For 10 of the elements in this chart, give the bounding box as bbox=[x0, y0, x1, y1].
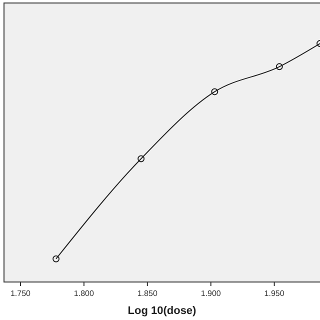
x-tick-label: 1.800 bbox=[74, 289, 95, 298]
x-tick-label: 1.900 bbox=[200, 289, 222, 298]
x-axis-title: Log 10(dose) bbox=[128, 305, 197, 317]
point bbox=[276, 63, 283, 70]
point bbox=[211, 88, 218, 96]
point bbox=[52, 255, 60, 262]
x-tick-label: 1.750 bbox=[10, 289, 32, 298]
x-tick-label: 1.950 bbox=[264, 289, 285, 298]
x-tick-label: 1.850 bbox=[137, 289, 158, 298]
point bbox=[138, 155, 145, 162]
